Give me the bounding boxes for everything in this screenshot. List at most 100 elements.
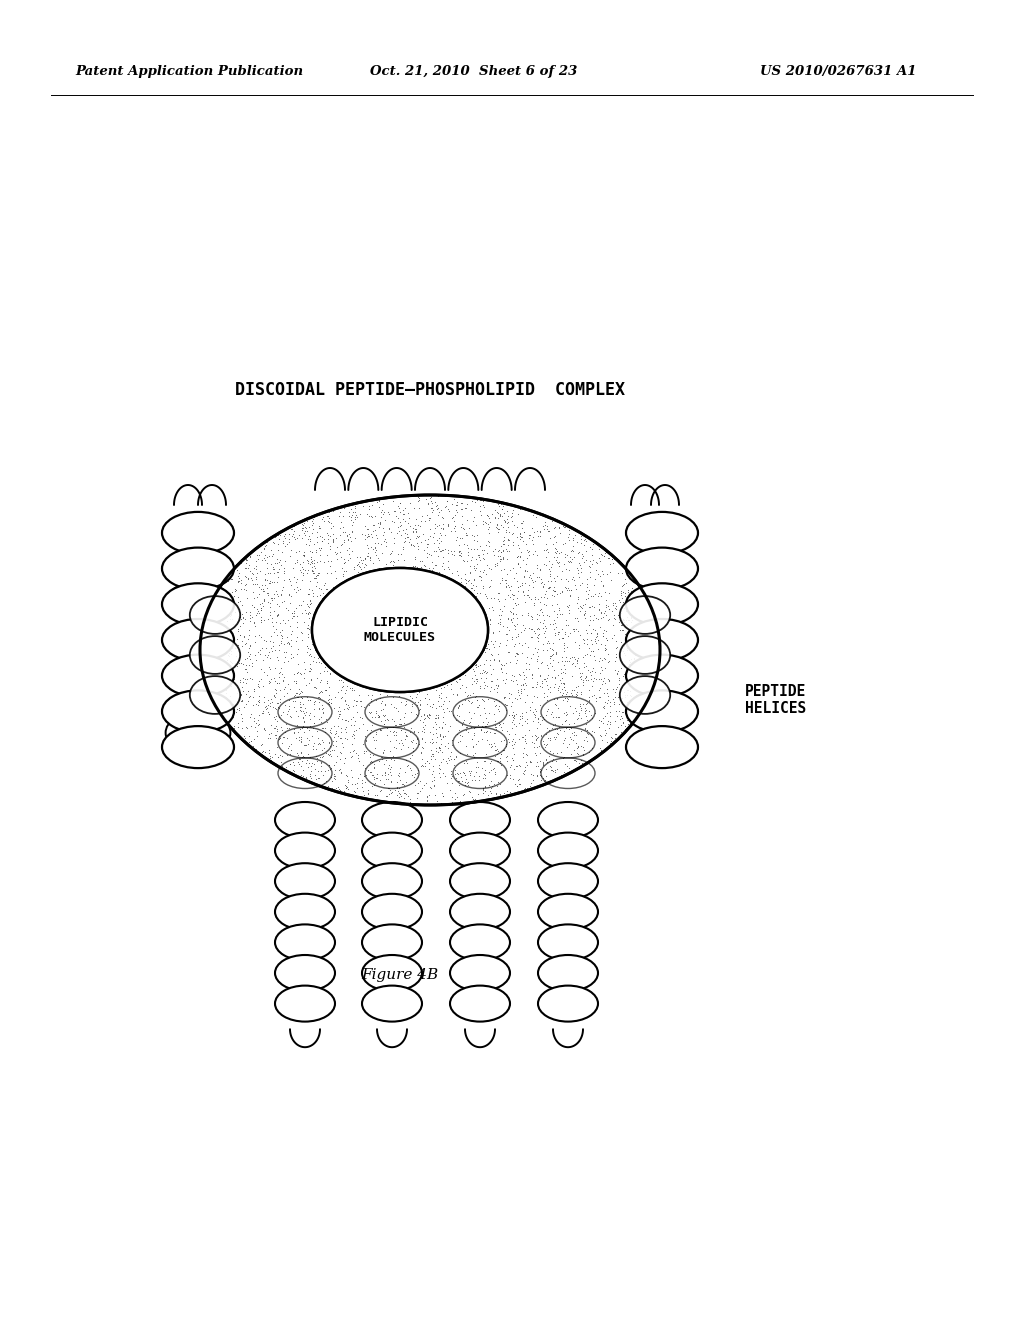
- Point: [490, 502, 507, 523]
- Point: [606, 549, 623, 570]
- Point: [332, 517, 348, 539]
- Point: [397, 771, 414, 792]
- Point: [266, 697, 283, 718]
- Point: [427, 748, 443, 770]
- Point: [597, 638, 613, 659]
- Point: [285, 647, 301, 668]
- Point: [251, 603, 267, 624]
- Point: [537, 553, 553, 574]
- Point: [246, 708, 262, 729]
- Point: [499, 694, 515, 715]
- Point: [475, 690, 492, 711]
- Point: [608, 644, 625, 665]
- Point: [253, 627, 269, 648]
- Point: [594, 649, 610, 671]
- Point: [616, 698, 633, 719]
- Point: [242, 649, 258, 671]
- Point: [490, 545, 507, 566]
- Point: [332, 748, 348, 770]
- Point: [441, 578, 458, 599]
- Point: [526, 638, 543, 659]
- Point: [332, 780, 348, 801]
- Point: [286, 527, 302, 548]
- Point: [211, 585, 227, 606]
- Point: [406, 602, 422, 623]
- Point: [486, 649, 503, 671]
- Point: [492, 545, 508, 566]
- Point: [592, 663, 608, 684]
- Point: [500, 585, 516, 606]
- Point: [504, 627, 520, 648]
- Point: [374, 506, 390, 527]
- Point: [412, 771, 428, 792]
- Point: [327, 585, 343, 606]
- Point: [616, 582, 633, 603]
- Point: [419, 706, 435, 727]
- Point: [270, 649, 287, 671]
- Point: [340, 772, 356, 793]
- Point: [485, 599, 502, 620]
- Point: [388, 644, 404, 665]
- Point: [559, 688, 575, 709]
- Point: [548, 708, 564, 729]
- Point: [505, 499, 521, 520]
- Point: [309, 565, 326, 586]
- Point: [393, 577, 410, 598]
- Point: [418, 772, 434, 793]
- Point: [233, 609, 250, 630]
- Point: [395, 611, 412, 632]
- Point: [443, 543, 460, 564]
- Point: [617, 715, 634, 737]
- Point: [199, 635, 215, 656]
- Point: [597, 648, 613, 669]
- Point: [578, 589, 594, 610]
- Point: [559, 737, 575, 758]
- Point: [498, 569, 514, 590]
- Point: [368, 663, 384, 684]
- Point: [517, 725, 534, 746]
- Point: [298, 770, 314, 791]
- Point: [432, 653, 449, 675]
- Point: [476, 560, 493, 581]
- Point: [216, 704, 232, 725]
- Point: [325, 734, 341, 755]
- Point: [564, 702, 581, 723]
- Point: [404, 521, 421, 543]
- Point: [474, 540, 490, 561]
- Point: [317, 656, 334, 677]
- Point: [450, 560, 466, 581]
- Point: [506, 568, 522, 589]
- Point: [272, 692, 289, 713]
- Point: [408, 704, 424, 725]
- Point: [410, 612, 426, 634]
- Point: [325, 529, 341, 550]
- Point: [282, 705, 298, 726]
- Point: [357, 758, 374, 779]
- Point: [538, 581, 554, 602]
- Point: [495, 495, 511, 516]
- Point: [349, 656, 366, 677]
- Point: [307, 639, 324, 660]
- Point: [371, 496, 387, 517]
- Point: [478, 512, 495, 533]
- Point: [301, 535, 317, 556]
- Point: [310, 733, 327, 754]
- Point: [443, 602, 460, 623]
- Point: [402, 576, 419, 597]
- Point: [451, 775, 467, 796]
- Point: [233, 676, 250, 697]
- Point: [535, 576, 551, 597]
- Point: [592, 550, 608, 572]
- Point: [279, 718, 295, 739]
- Point: [254, 675, 270, 696]
- Point: [220, 664, 237, 685]
- Point: [429, 609, 445, 630]
- Point: [349, 554, 366, 576]
- Point: [470, 696, 486, 717]
- Point: [526, 698, 543, 719]
- Point: [469, 638, 485, 659]
- Point: [230, 572, 247, 593]
- Point: [322, 539, 338, 560]
- Point: [455, 577, 471, 598]
- Point: [340, 606, 356, 627]
